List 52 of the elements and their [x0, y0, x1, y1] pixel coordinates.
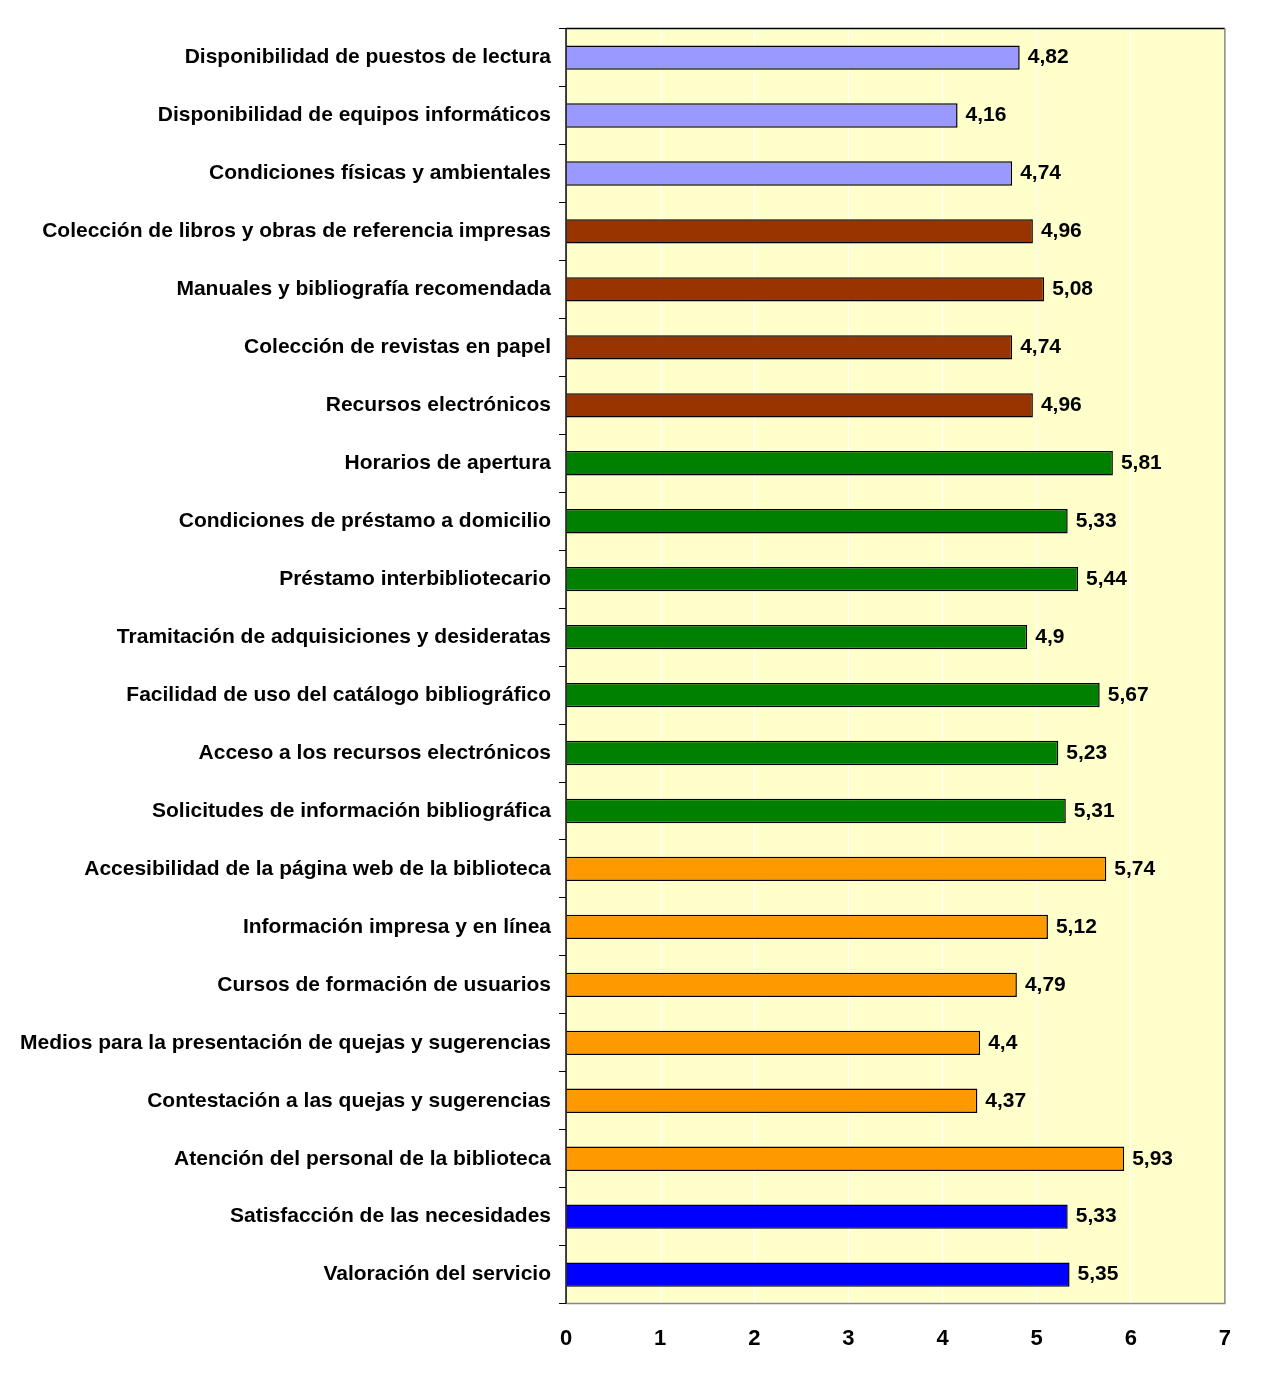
data-label: 5,81 [1120, 450, 1163, 474]
data-label: 5,33 [1075, 508, 1117, 532]
data-label: 5,67 [1107, 681, 1149, 705]
y-tick-label: Préstamo interbibliotecario [279, 565, 552, 589]
x-tick-label: 2 [748, 1324, 761, 1350]
x-tick-label: 6 [1124, 1324, 1137, 1350]
y-tick-label: Disponibilidad de puestos de lectura [184, 44, 552, 68]
x-tick-label: 4 [936, 1324, 950, 1350]
x-tick-label: 5 [1030, 1324, 1043, 1350]
y-tick-label: Manuales y bibliografía recomendada [176, 276, 552, 300]
y-tick-label: Atención del personal de la biblioteca [174, 1145, 552, 1169]
data-label: 5,44 [1086, 565, 1128, 589]
y-tick-label: Contestación a las quejas y sugerencias [147, 1087, 552, 1111]
y-tick-label: Satisfacción de las necesidades [230, 1203, 552, 1227]
x-tick-label: 1 [654, 1324, 667, 1350]
data-label: 4,16 [965, 102, 1007, 126]
y-tick-label: Valoración del servicio [323, 1261, 552, 1285]
y-tick-label: Colección de libros y obras de referencia impresas [42, 218, 552, 242]
data-label: 5,74 [1114, 855, 1156, 879]
y-tick-label: Horarios de apertura [344, 450, 552, 474]
y-tick-label: Recursos electrónicos [325, 392, 552, 416]
y-tick-label: Colección de revistas en papel [244, 334, 552, 358]
data-label: 5,33 [1075, 1203, 1117, 1227]
data-label: 4,74 [1020, 160, 1062, 184]
x-tick-label: 0 [559, 1324, 573, 1350]
data-label: 5,23 [1066, 739, 1108, 763]
data-label: 4,82 [1027, 44, 1069, 68]
y-tick-label: Condiciones físicas y ambientales [209, 160, 552, 184]
data-label: 4,37 [985, 1087, 1027, 1111]
data-label: 4,4 [988, 1029, 1018, 1053]
y-tick-label: Accesibilidad de la página web de la biblioteca [84, 855, 552, 879]
y-tick-label: Condiciones de préstamo a domicilio [178, 508, 552, 532]
y-tick-label: Tramitación de adquisiciones y desideratas [116, 623, 552, 647]
y-tick-label: Medios para la presentación de quejas y sugerencias [19, 1029, 552, 1053]
data-label: 4,9 [1035, 623, 1065, 647]
data-label: 4,96 [1040, 218, 1082, 242]
y-tick-label: Facilidad de uso del catálogo bibliográfico [126, 681, 552, 705]
data-label: 4,79 [1024, 971, 1066, 995]
data-label: 5,93 [1132, 1145, 1174, 1169]
y-tick-label: Acceso a los recursos electrónicos [198, 739, 552, 763]
y-tick-label: Cursos de formación de usuarios [217, 971, 552, 995]
y-tick-label: Disponibilidad de equipos informáticos [157, 102, 552, 126]
data-label: 5,35 [1077, 1261, 1119, 1285]
y-tick-label: Información impresa y en línea [242, 913, 552, 937]
data-label: 4,74 [1020, 334, 1062, 358]
data-label: 5,31 [1073, 797, 1116, 821]
x-tick-label: 3 [842, 1324, 855, 1350]
data-label: 5,08 [1052, 276, 1094, 300]
x-tick-label: 7 [1218, 1324, 1232, 1350]
data-label: 5,12 [1055, 913, 1097, 937]
y-tick-label: Solicitudes de información bibliográfica [151, 797, 552, 821]
data-label: 4,96 [1040, 392, 1082, 416]
